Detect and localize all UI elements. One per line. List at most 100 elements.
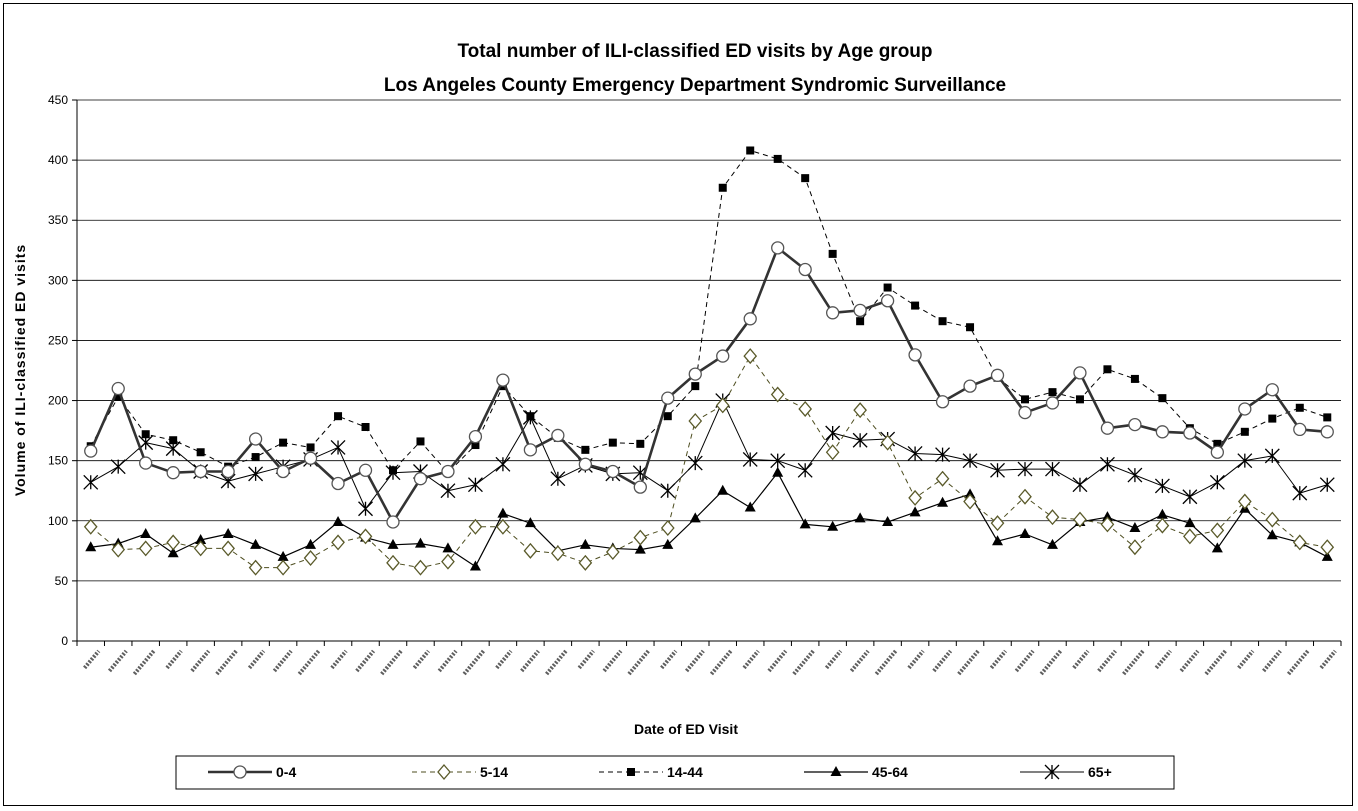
data-point	[938, 317, 947, 326]
data-point	[441, 464, 455, 479]
legend-entry-0-4: 0-4	[208, 764, 296, 780]
data-point	[798, 262, 812, 277]
x-tick-label	[874, 649, 898, 676]
data-point	[992, 535, 1004, 546]
data-point	[1319, 477, 1335, 493]
series-group	[83, 146, 1335, 576]
data-point	[935, 470, 950, 487]
data-point	[1211, 542, 1223, 553]
y-tick-label: 50	[55, 574, 69, 588]
data-point	[608, 438, 617, 447]
data-point	[467, 477, 483, 493]
data-point	[85, 541, 97, 552]
data-point	[166, 534, 181, 551]
x-tick-label	[849, 649, 870, 673]
data-point	[827, 520, 839, 531]
data-point	[854, 512, 866, 523]
x-tick-label	[437, 649, 458, 673]
data-point	[1265, 383, 1279, 397]
data-point	[606, 464, 620, 479]
data-point	[662, 538, 674, 549]
data-point	[413, 472, 428, 486]
data-point	[496, 373, 510, 387]
data-point	[550, 471, 566, 487]
legend-label: 14-44	[667, 764, 703, 780]
data-point	[331, 534, 345, 551]
x-tick-label	[462, 649, 485, 676]
x-tick-label	[907, 649, 925, 670]
data-point	[1184, 517, 1196, 528]
data-point	[277, 550, 289, 561]
series-line-45-64	[90, 472, 1328, 568]
data-point	[581, 445, 590, 454]
x-tick-label	[1097, 649, 1117, 673]
data-point	[1018, 405, 1032, 420]
data-point	[1183, 528, 1197, 545]
data-point	[718, 183, 727, 192]
x-tick-label	[660, 649, 678, 670]
data-point	[579, 538, 591, 549]
data-point	[990, 462, 1005, 478]
data-point	[276, 464, 290, 479]
data-point	[114, 392, 123, 401]
series-5-14	[83, 348, 1335, 576]
data-point	[1321, 550, 1333, 561]
data-point	[882, 515, 894, 526]
y-tick-label: 100	[48, 514, 68, 528]
data-point	[1238, 402, 1252, 416]
data-point	[413, 559, 428, 576]
data-point	[1129, 521, 1141, 532]
chart-frame	[3, 3, 1353, 806]
data-point	[279, 438, 288, 447]
data-point	[715, 397, 730, 414]
data-point	[689, 512, 701, 523]
data-point	[1017, 461, 1033, 477]
x-tick-label	[190, 649, 211, 673]
x-tick-label	[989, 649, 1008, 670]
data-point	[1103, 365, 1112, 374]
x-tick-label	[742, 649, 760, 670]
data-point	[1048, 388, 1057, 397]
data-point	[773, 154, 782, 163]
series-65+	[83, 393, 1335, 517]
data-point	[717, 484, 729, 495]
data-point	[471, 441, 480, 450]
legend-label: 45-64	[872, 764, 908, 780]
data-point	[798, 400, 813, 417]
data-point	[770, 386, 785, 403]
data-point	[1021, 395, 1029, 404]
data-point	[883, 283, 892, 292]
gridlines	[77, 99, 1341, 582]
data-point	[332, 515, 344, 526]
data-point	[1101, 511, 1113, 522]
data-point	[1213, 439, 1222, 448]
x-tick-label	[824, 649, 843, 670]
data-point	[330, 439, 346, 455]
data-point	[358, 528, 373, 545]
data-point	[387, 538, 399, 549]
data-point	[468, 429, 483, 444]
data-point	[1018, 488, 1032, 505]
data-point	[468, 518, 483, 535]
y-tick-label: 300	[48, 273, 68, 287]
data-point	[770, 453, 786, 469]
data-point	[963, 493, 977, 510]
data-point	[414, 537, 426, 548]
data-point	[251, 453, 260, 462]
data-point	[853, 402, 867, 419]
data-point	[1045, 461, 1060, 477]
x-tick-label	[627, 649, 650, 676]
legend-label: 5-14	[480, 764, 508, 780]
x-tick-label	[1237, 649, 1255, 670]
data-point	[826, 306, 840, 320]
data-point	[1073, 366, 1087, 380]
data-point	[772, 466, 784, 477]
data-point	[801, 174, 810, 183]
x-tick-label	[330, 649, 348, 670]
data-point	[660, 483, 676, 499]
data-point	[880, 434, 895, 451]
x-tick-label	[1039, 649, 1063, 676]
data-point	[523, 443, 538, 457]
y-axis-title: Volume of ILI-classified ED visits	[12, 244, 28, 496]
x-tick-label	[380, 649, 403, 676]
